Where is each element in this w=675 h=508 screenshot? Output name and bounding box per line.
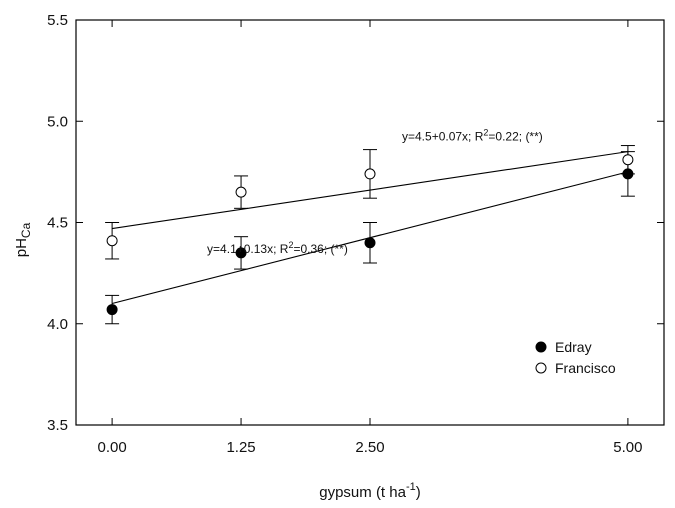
legend-label-edray: Edray [555,339,592,355]
x-axis-title: gypsum (t ha-1) [319,481,421,501]
x-axis-title-superscript: -1 [406,481,416,493]
data-point-francisco [106,235,118,247]
data-point-francisco [235,186,247,198]
x-tick-label: 2.50 [355,439,384,456]
y-tick-label: 4.5 [47,215,68,232]
y-tick-label: 4.0 [47,316,68,333]
y-axis-title: pHCa [13,222,33,257]
data-point-edray [364,237,376,249]
x-axis-title-close: ) [416,484,421,501]
series-layer [105,145,635,325]
equation-text-edray: y=4.1+0.13x; R [207,242,289,256]
legend: Edray Francisco [535,339,616,376]
x-axis-title-base: gypsum (t ha [319,484,406,501]
y-axis-title-subscript: Ca [19,222,33,238]
data-point-francisco [622,154,634,166]
equation-text-end-francisco: =0.22; (**) [488,129,542,143]
equation-superscript-edray: 2 [288,240,293,250]
y-tick-label: 5.5 [47,12,68,29]
equation-superscript-francisco: 2 [483,127,488,137]
x-tick-label: 0.00 [98,439,127,456]
equation-label-francisco: y=4.5+0.07x; R2=0.22; (**) [402,127,543,143]
x-tick-label: 5.00 [613,439,642,456]
equation-text-end-edray: =0.36; (**) [293,242,347,256]
data-point-edray [106,304,118,316]
equation-text-francisco: y=4.5+0.07x; R [402,129,484,143]
ticks-layer: 3.5 4.0 4.5 5.0 5.5 0.00 1.25 2.50 5.00 [47,12,664,456]
equation-label-edray: y=4.1+0.13x; R2=0.36; (**) [207,240,348,256]
legend-marker-francisco [535,362,547,374]
y-tick-label: 3.5 [47,417,68,434]
legend-label-francisco: Francisco [555,360,616,376]
y-axis-title-base: pH [13,238,30,257]
annotation-layer: y=4.1+0.13x; R2=0.36; (**)y=4.5+0.07x; R… [207,127,543,255]
series-francisco [105,145,635,260]
x-tick-label: 1.25 [226,439,255,456]
y-tick-label: 5.0 [47,113,68,130]
data-point-francisco [364,168,376,180]
data-point-edray [235,247,247,259]
legend-marker-edray [535,341,547,353]
